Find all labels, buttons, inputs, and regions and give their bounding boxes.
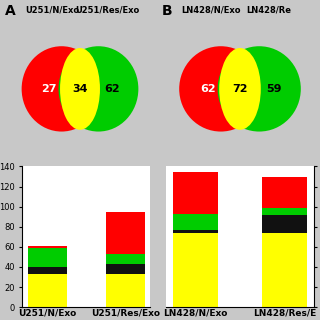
Bar (106, 212, 145, 254)
Text: LN428/Re: LN428/Re (246, 5, 291, 14)
Bar (173, 233, 218, 307)
Bar (106, 274, 145, 307)
Text: 34: 34 (72, 84, 88, 94)
Ellipse shape (60, 48, 100, 130)
Bar (106, 254, 145, 264)
Text: U251/N/Exo: U251/N/Exo (25, 5, 79, 14)
Bar (106, 264, 145, 274)
Text: 59: 59 (266, 84, 281, 94)
Text: 72: 72 (232, 84, 248, 94)
Text: U251/Res/Exo: U251/Res/Exo (76, 5, 140, 14)
Text: 62: 62 (200, 84, 216, 94)
Bar (173, 172, 218, 214)
Bar (262, 215, 307, 233)
Text: 27: 27 (42, 84, 57, 94)
Bar (262, 178, 307, 208)
Ellipse shape (22, 46, 101, 132)
Bar (262, 233, 307, 307)
Bar (262, 208, 307, 215)
Bar (28, 248, 67, 267)
Ellipse shape (59, 46, 138, 132)
Text: A: A (5, 4, 15, 18)
Bar (28, 267, 67, 274)
Text: B: B (162, 4, 172, 18)
Bar (28, 246, 67, 248)
Bar (173, 214, 218, 230)
Bar (173, 230, 218, 233)
Bar (28, 274, 67, 307)
Ellipse shape (179, 46, 262, 132)
Ellipse shape (219, 48, 261, 130)
Text: 62: 62 (104, 84, 120, 94)
Ellipse shape (218, 46, 301, 132)
Text: LN428/N/Exo: LN428/N/Exo (181, 5, 241, 14)
